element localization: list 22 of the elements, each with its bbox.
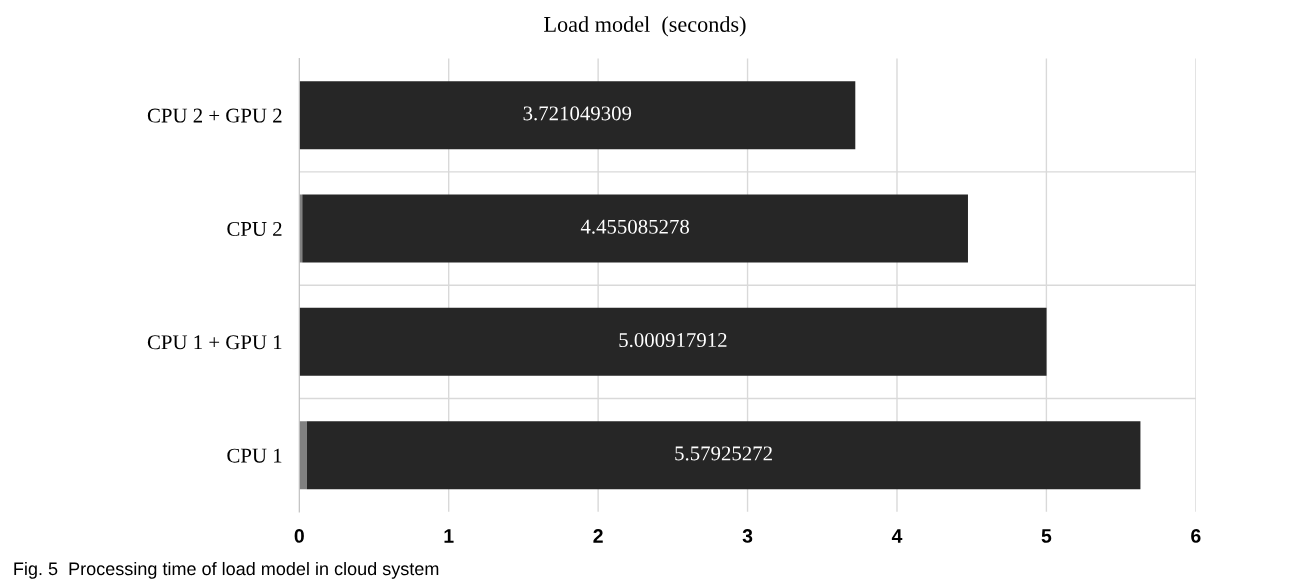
data-label: 5.57925272 <box>675 446 772 461</box>
caption: Fig. 5 Processing time of load model in cloud system <box>14 561 439 579</box>
y-tick-label: CPU 2 + GPU 2 <box>147 108 282 123</box>
y-tick-label: CPU 1 <box>227 448 282 463</box>
x-tick-label: 3 <box>742 529 753 543</box>
x-tick-label: 1 <box>444 529 454 543</box>
x-tick-label: 0 <box>294 529 304 543</box>
chart-title: Load model (seconds) <box>544 16 746 37</box>
data-label: 3.721049309 <box>523 106 632 121</box>
x-tick-label: 4 <box>891 529 903 543</box>
data-label: 4.455085278 <box>580 219 690 234</box>
bar <box>299 81 856 150</box>
x-tick-label: 6 <box>1191 529 1201 543</box>
y-tick-label: CPU 1 + GPU 1 <box>147 335 282 350</box>
data-label: 5.000917912 <box>619 333 727 348</box>
x-tick-label: 2 <box>593 529 603 543</box>
bar <box>299 307 1047 376</box>
bar <box>299 421 307 490</box>
x-tick-label: 5 <box>1041 529 1052 543</box>
bar <box>302 194 968 263</box>
y-tick-label: CPU 2 <box>227 221 282 236</box>
bar <box>306 421 1141 490</box>
